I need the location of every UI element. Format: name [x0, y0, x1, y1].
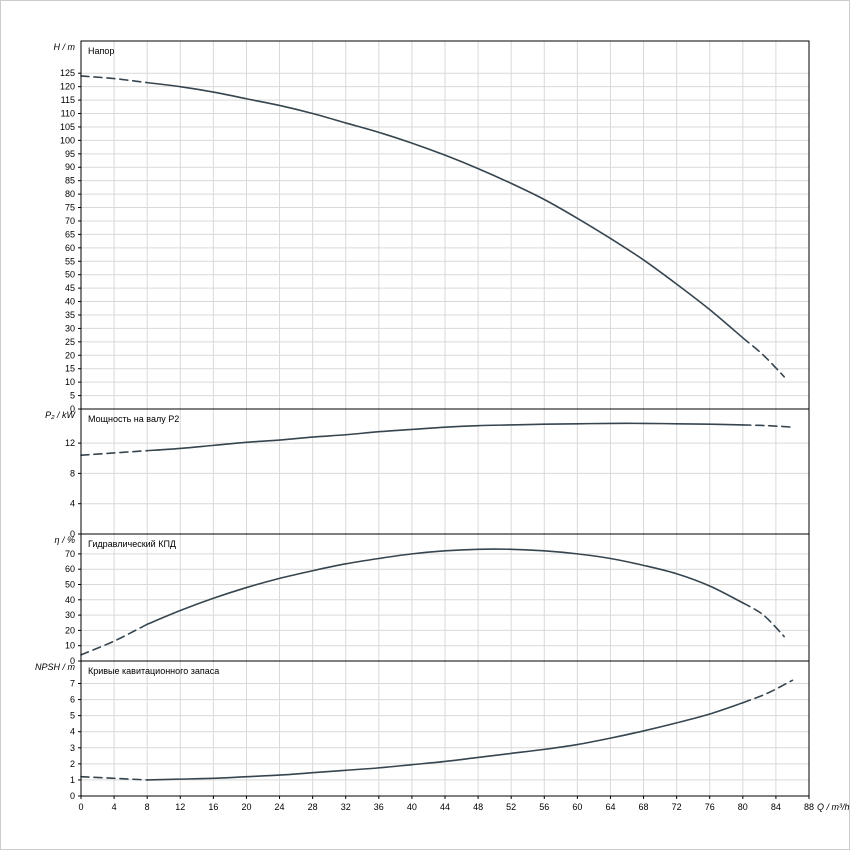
xtick-label: 52: [506, 802, 516, 812]
head-ytick-label: 20: [65, 350, 75, 360]
xtick-label: 84: [771, 802, 781, 812]
xtick-label: 72: [672, 802, 682, 812]
efficiency-curve-dashed-left: [80, 623, 148, 656]
xtick-label: 8: [145, 802, 150, 812]
npsh-ytick-label: 4: [70, 727, 75, 737]
head-ytick-label: 85: [65, 176, 75, 186]
head-ytick-label: 75: [65, 203, 75, 213]
head-ytick-label: 125: [60, 68, 75, 78]
hydraulic-efficiency-ytick-label: 30: [65, 610, 75, 620]
npsh-curve-dashed-right: [742, 679, 794, 704]
x-axis-unit-label: Q / m³/h: [817, 802, 850, 812]
npsh-curve-dashed-left: [80, 775, 148, 781]
head-ytick-label: 0: [70, 404, 75, 414]
xtick-label: 16: [208, 802, 218, 812]
head-curve-dashed-right: [742, 337, 785, 378]
xtick-label: 20: [241, 802, 251, 812]
head-curve-solid: [146, 81, 744, 339]
head-ytick-label: 90: [65, 162, 75, 172]
hydraulic-efficiency-ytick-label: 70: [65, 549, 75, 559]
axis-labels: 0510152025303540455055606570758085909510…: [35, 42, 850, 812]
hydraulic-efficiency-axis-unit-label: η / %: [54, 535, 75, 545]
head-ytick-label: 110: [61, 109, 75, 119]
xtick-label: 48: [473, 802, 483, 812]
xtick-label: 64: [605, 802, 615, 812]
head-ytick-label: 40: [65, 297, 75, 307]
hydraulic-efficiency-ytick-label: 20: [65, 625, 75, 635]
gridlines: [81, 41, 809, 796]
axes-frame: [78, 40, 810, 799]
head-ytick-label: 120: [60, 82, 75, 92]
hydraulic-efficiency-panel-title: Гидравлический КПД: [88, 539, 176, 549]
npsh-ytick-label: 7: [70, 679, 75, 689]
shaft-power-ytick-label: 12: [65, 438, 75, 448]
head-ytick-label: 105: [60, 122, 75, 132]
hydraulic-efficiency-ytick-label: 50: [65, 579, 75, 589]
head-ytick-label: 95: [65, 149, 75, 159]
head-ytick-label: 60: [65, 243, 75, 253]
head-ytick-label: 100: [60, 135, 75, 145]
hydraulic-efficiency-ytick-label: 0: [70, 656, 75, 666]
xtick-label: 68: [639, 802, 649, 812]
hydraulic-efficiency-ytick-label: 60: [65, 564, 75, 574]
npsh-curve-solid: [146, 701, 744, 781]
xtick-label: 0: [78, 802, 83, 812]
npsh-panel-title: Кривые кавитационного запаса: [88, 666, 219, 676]
head-ytick-label: 45: [65, 283, 75, 293]
xtick-label: 4: [112, 802, 117, 812]
xtick-label: 12: [175, 802, 185, 812]
xtick-label: 24: [275, 802, 285, 812]
shaft-power-panel-title: Мощность на валу P2: [88, 414, 179, 424]
xtick-label: 88: [804, 802, 814, 812]
hydraulic-efficiency-ytick-label: 10: [65, 641, 75, 651]
efficiency-curve-dashed-right: [742, 602, 785, 638]
shaft-power-ytick-label: 4: [70, 499, 75, 509]
shaft-power-ytick-label: 0: [70, 529, 75, 539]
head-panel-title: Напор: [88, 46, 114, 56]
xtick-label: 56: [539, 802, 549, 812]
head-ytick-label: 5: [70, 391, 75, 401]
head-ytick-label: 55: [65, 256, 75, 266]
power-curve-dashed-right: [742, 424, 794, 428]
power-curve-dashed-left: [80, 449, 148, 457]
xtick-label: 60: [572, 802, 582, 812]
npsh-ytick-label: 1: [70, 775, 75, 785]
head-ytick-label: 25: [65, 337, 75, 347]
xtick-label: 40: [407, 802, 417, 812]
head-axis-unit-label: H / m: [54, 42, 76, 52]
head-ytick-label: 30: [65, 323, 75, 333]
shaft-power-axis-unit-label: P₂ / kW: [45, 410, 76, 420]
head-ytick-label: 15: [65, 364, 75, 374]
xtick-label: 36: [374, 802, 384, 812]
head-ytick-label: 115: [61, 95, 75, 105]
head-ytick-label: 70: [65, 216, 75, 226]
head-ytick-label: 50: [65, 270, 75, 280]
head-ytick-label: 35: [65, 310, 75, 320]
head-curve-dashed-left: [80, 75, 148, 84]
xtick-label: 76: [705, 802, 715, 812]
npsh-ytick-label: 5: [70, 711, 75, 721]
pump-curves: [80, 75, 794, 781]
xtick-label: 80: [738, 802, 748, 812]
head-ytick-label: 65: [65, 229, 75, 239]
shaft-power-ytick-label: 8: [70, 468, 75, 478]
head-ytick-label: 80: [65, 189, 75, 199]
efficiency-curve-solid: [146, 548, 744, 626]
npsh-ytick-label: 3: [70, 743, 75, 753]
npsh-axis-unit-label: NPSH / m: [35, 662, 76, 672]
hydraulic-efficiency-ytick-label: 40: [65, 595, 75, 605]
power-curve-solid: [146, 422, 744, 452]
npsh-ytick-label: 6: [70, 695, 75, 705]
npsh-ytick-label: 2: [70, 759, 75, 769]
head-ytick-label: 10: [65, 377, 75, 387]
xtick-label: 28: [308, 802, 318, 812]
xtick-label: 44: [440, 802, 450, 812]
xtick-label: 32: [341, 802, 351, 812]
npsh-ytick-label: 0: [70, 791, 75, 801]
